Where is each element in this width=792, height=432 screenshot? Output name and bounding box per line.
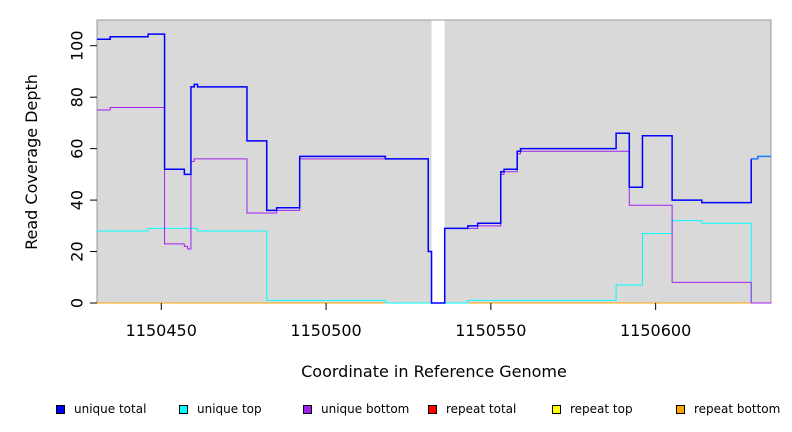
legend-item-repeat-bottom: repeat bottom [676, 400, 780, 418]
coverage-chart: 1150450 1150500 1150550 1150600 0 20 40 60 80 100… [22, 19, 772, 381]
series-line-unique-total [751, 155, 771, 160]
legend-swatch [56, 404, 65, 414]
legend-swatch [428, 404, 437, 414]
legend-item-unique-bottom: unique bottom [303, 400, 409, 418]
series-layer [97, 33, 771, 304]
y-tick-label: 80 [68, 87, 87, 107]
legend-label: unique bottom [321, 402, 410, 416]
x-tick-label: 1150450 [126, 321, 197, 340]
legend-item-unique-total: unique total [56, 400, 146, 418]
legend-label: unique total [74, 402, 147, 416]
x-tick-label: 1150600 [620, 321, 691, 340]
x-tick-label: 1150500 [290, 321, 361, 340]
legend-item-repeat-top: repeat top [552, 400, 633, 418]
series-line-unique-top [97, 220, 771, 304]
x-tick-label: 1150550 [455, 321, 526, 340]
legend-swatch [676, 404, 685, 414]
legend-label: repeat top [570, 402, 633, 416]
legend: unique total unique top unique bottom re… [0, 400, 792, 420]
legend-swatch [179, 404, 188, 414]
legend-swatch [303, 404, 312, 414]
y-tick-label: 60 [68, 138, 87, 158]
axes: 1150450 1150500 1150550 1150600 0 20 40 60 80 100 [68, 30, 692, 340]
legend-label: repeat bottom [694, 402, 781, 416]
y-tick-label: 40 [68, 190, 87, 210]
y-axis-title: Read Coverage Depth [22, 74, 41, 250]
legend-swatch [552, 404, 561, 414]
legend-item-unique-top: unique top [179, 400, 262, 418]
legend-label: repeat total [446, 402, 517, 416]
legend-label: unique top [197, 402, 262, 416]
series-line-unique-total [97, 33, 752, 304]
y-tick-label: 20 [68, 241, 87, 261]
gap-region [431, 20, 445, 303]
y-tick-label: 100 [68, 30, 87, 61]
legend-item-repeat-total: repeat total [428, 400, 516, 418]
y-tick-label: 0 [68, 298, 87, 308]
x-axis-title: Coordinate in Reference Genome [301, 362, 567, 381]
